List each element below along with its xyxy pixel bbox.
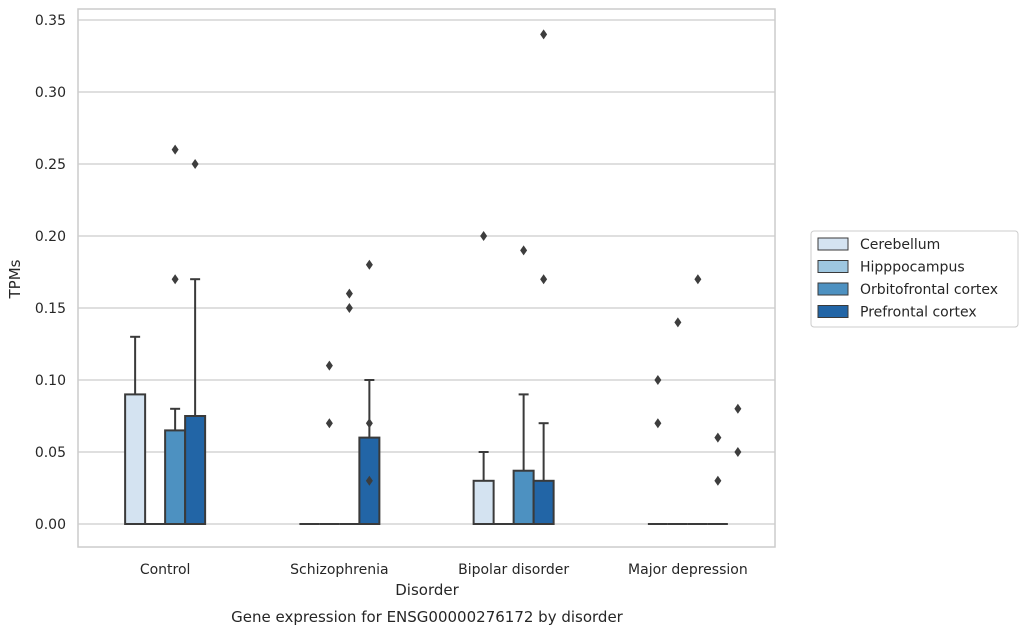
y-axis-label: TPMs <box>6 259 24 299</box>
y-tick-label: 0.30 <box>35 85 66 101</box>
outlier-point <box>365 475 373 486</box>
bars <box>124 29 742 526</box>
outlier-point <box>654 375 662 385</box>
outlier-point <box>345 288 353 299</box>
bar <box>164 429 187 525</box>
legend-swatch <box>817 305 849 318</box>
legend-swatch <box>817 260 849 273</box>
outlier-point <box>171 274 179 285</box>
legend-frame <box>810 230 1019 328</box>
bar <box>512 469 535 525</box>
outlier-point <box>480 231 488 241</box>
x-tick-label: Control <box>140 562 191 578</box>
bar <box>472 479 495 525</box>
outlier-point <box>191 159 199 169</box>
y-tick-label: 0.10 <box>35 373 66 389</box>
y-tick-label: 0.15 <box>35 301 66 317</box>
y-tick-label: 0.20 <box>35 229 66 245</box>
outlier-point <box>714 475 722 486</box>
outlier-point <box>734 403 742 414</box>
legend: Cerebellum Hipppocampus Orbitofrontal cort… <box>810 230 1019 328</box>
x-axis-label: Disorder <box>395 581 459 599</box>
outlier-point <box>345 303 353 313</box>
x-tick-labels: Control Schizophrenia Bipolar disorder Majo… <box>140 562 748 578</box>
plot-frame <box>77 8 776 548</box>
outlier-point <box>694 274 702 285</box>
legend-swatch <box>817 282 849 296</box>
y-tick-labels: 0.00 0.05 0.10 0.15 0.20 0.25 0.30 0.35 <box>35 13 66 533</box>
outlier-point <box>171 144 179 155</box>
outlier-point <box>540 274 548 285</box>
y-tick-label: 0.25 <box>35 157 66 173</box>
outlier-point <box>325 360 333 371</box>
legend-label: Orbitofrontal cortex <box>860 282 998 298</box>
bar <box>184 415 207 525</box>
x-tick-label: Schizophrenia <box>290 562 388 578</box>
outlier-point <box>325 418 333 429</box>
y-tick-label: 0.35 <box>35 13 66 29</box>
legend-swatch <box>817 237 849 251</box>
x-tick-label: Bipolar disorder <box>458 562 569 578</box>
bar <box>124 393 147 525</box>
legend-label: Cerebellum <box>860 237 940 253</box>
outlier-point <box>365 259 373 270</box>
y-tick-label: 0.00 <box>35 517 66 533</box>
outlier-point <box>365 418 373 429</box>
y-tick-label: 0.05 <box>35 445 66 461</box>
outlier-point <box>540 29 548 40</box>
outlier-point <box>714 432 722 443</box>
outlier-point <box>734 447 742 457</box>
legend-label: Hipppocampus <box>860 260 965 276</box>
outlier-point <box>520 245 528 256</box>
x-tick-label: Major depression <box>628 562 748 578</box>
legend-label: Prefrontal cortex <box>860 305 977 321</box>
outlier-point <box>674 317 682 328</box>
chart-caption: Gene expression for ENSG00000276172 by d… <box>231 608 624 626</box>
outlier-point <box>654 418 662 429</box>
bar <box>532 479 555 525</box>
